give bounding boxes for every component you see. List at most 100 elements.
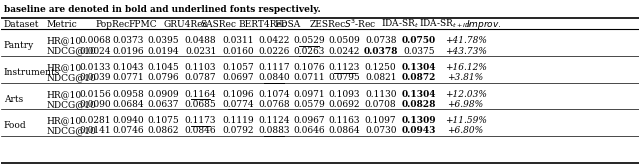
Text: 0.0795: 0.0795 [328,73,360,82]
Text: $\mathit{Improv.}$: $\mathit{Improv.}$ [466,17,501,31]
Text: 0.1123: 0.1123 [328,63,360,72]
Text: 0.0039: 0.0039 [79,73,111,82]
Text: 0.1173: 0.1173 [185,116,216,125]
Text: 0.0730: 0.0730 [365,127,396,135]
Text: PopRec: PopRec [95,19,129,29]
Text: 0.1117: 0.1117 [258,63,290,72]
Text: 0.0509: 0.0509 [328,36,360,45]
Text: 0.0883: 0.0883 [259,127,290,135]
Text: 0.1119: 0.1119 [223,116,254,125]
Text: 0.0864: 0.0864 [328,127,360,135]
Text: Arts: Arts [4,95,23,104]
Text: 0.0940: 0.0940 [113,116,144,125]
Text: 0.1304: 0.1304 [402,63,436,72]
Text: 0.0692: 0.0692 [328,100,360,109]
Text: 0.0422: 0.0422 [259,36,290,45]
Text: 0.1164: 0.1164 [185,90,216,99]
Text: 0.1093: 0.1093 [328,90,360,99]
Text: 0.1103: 0.1103 [185,63,216,72]
Text: 0.0708: 0.0708 [365,100,397,109]
Text: 0.1309: 0.1309 [402,116,436,125]
Text: 0.0637: 0.0637 [148,100,179,109]
Text: 0.0378: 0.0378 [364,47,398,55]
Text: NDCG@10: NDCG@10 [47,127,97,135]
Text: 0.0787: 0.0787 [185,73,216,82]
Text: 0.0231: 0.0231 [185,47,216,55]
Text: +43.73%: +43.73% [445,47,486,55]
Text: 0.0750: 0.0750 [402,36,436,45]
Text: 0.0771: 0.0771 [113,73,144,82]
Text: 0.0697: 0.0697 [223,73,254,82]
Text: +41.78%: +41.78% [445,36,486,45]
Text: BERT4Rec: BERT4Rec [238,19,287,29]
Text: FDSA: FDSA [274,19,300,29]
Text: +6.98%: +6.98% [447,100,484,109]
Text: HR@10: HR@10 [47,36,82,45]
Text: 0.0796: 0.0796 [148,73,179,82]
Text: 0.0828: 0.0828 [402,100,436,109]
Text: NDCG@10: NDCG@10 [47,47,97,55]
Text: 0.0488: 0.0488 [185,36,216,45]
Text: +3.81%: +3.81% [447,73,484,82]
Text: Food: Food [4,121,26,131]
Text: +16.12%: +16.12% [445,63,486,72]
Text: 0.1097: 0.1097 [365,116,397,125]
Text: IDA-SR$_t$: IDA-SR$_t$ [381,18,419,30]
Text: GRU4Rec: GRU4Rec [164,19,208,29]
Text: 0.0738: 0.0738 [365,36,396,45]
Text: 0.0846: 0.0846 [185,127,216,135]
Text: 0.1304: 0.1304 [402,90,436,99]
Text: 0.0226: 0.0226 [259,47,290,55]
Text: 0.0373: 0.0373 [113,36,144,45]
Text: HR@10: HR@10 [47,116,82,125]
Text: 0.1130: 0.1130 [365,90,396,99]
Text: 0.0281: 0.0281 [79,116,111,125]
Text: 0.0141: 0.0141 [79,127,111,135]
Text: NDCG@10: NDCG@10 [47,73,97,82]
Text: 0.0156: 0.0156 [79,90,111,99]
Text: 0.0862: 0.0862 [148,127,179,135]
Text: 0.1057: 0.1057 [222,63,254,72]
Text: 0.0943: 0.0943 [402,127,436,135]
Text: 0.0068: 0.0068 [79,36,111,45]
Text: 0.0967: 0.0967 [293,116,325,125]
Text: +6.80%: +6.80% [447,127,484,135]
Text: NDCG@10: NDCG@10 [47,100,97,109]
Text: 0.0579: 0.0579 [293,100,325,109]
Text: 0.0792: 0.0792 [223,127,254,135]
Text: 0.1096: 0.1096 [223,90,254,99]
Text: 0.0090: 0.0090 [79,100,111,109]
Text: Instruments: Instruments [4,68,60,77]
Text: 0.0646: 0.0646 [293,127,325,135]
Text: 0.0263: 0.0263 [294,47,325,55]
Text: 0.1043: 0.1043 [113,63,144,72]
Text: HR@10: HR@10 [47,63,82,72]
Text: 0.1074: 0.1074 [258,90,290,99]
Text: 0.1075: 0.1075 [148,116,179,125]
Text: 0.0242: 0.0242 [328,47,360,55]
Text: 0.0529: 0.0529 [293,36,325,45]
Text: ZESRec: ZESRec [309,19,346,29]
Text: +12.03%: +12.03% [445,90,486,99]
Text: 0.1163: 0.1163 [328,116,360,125]
Text: 0.0958: 0.0958 [113,90,144,99]
Text: Metric: Metric [47,19,77,29]
Text: 0.0685: 0.0685 [185,100,216,109]
Text: 0.0024: 0.0024 [79,47,111,55]
Text: IDA-SR$_{t+ID}$: IDA-SR$_{t+ID}$ [419,18,471,30]
Text: FPMC: FPMC [129,19,157,29]
Text: 0.0971: 0.0971 [293,90,325,99]
Text: 0.1045: 0.1045 [148,63,179,72]
Text: Pantry: Pantry [4,41,34,50]
Text: 0.0872: 0.0872 [402,73,436,82]
Text: 0.0133: 0.0133 [79,63,111,72]
Text: Dataset: Dataset [4,19,40,29]
Text: 0.0840: 0.0840 [258,73,290,82]
Text: 0.0746: 0.0746 [113,127,144,135]
Text: 0.0395: 0.0395 [148,36,179,45]
Text: $S^3$-Rec: $S^3$-Rec [344,18,377,30]
Text: 0.0160: 0.0160 [223,47,254,55]
Text: baseline are denoted in bold and underlined fonts respectively.: baseline are denoted in bold and underli… [4,5,321,14]
Text: 0.0684: 0.0684 [113,100,144,109]
Text: 0.0711: 0.0711 [293,73,325,82]
